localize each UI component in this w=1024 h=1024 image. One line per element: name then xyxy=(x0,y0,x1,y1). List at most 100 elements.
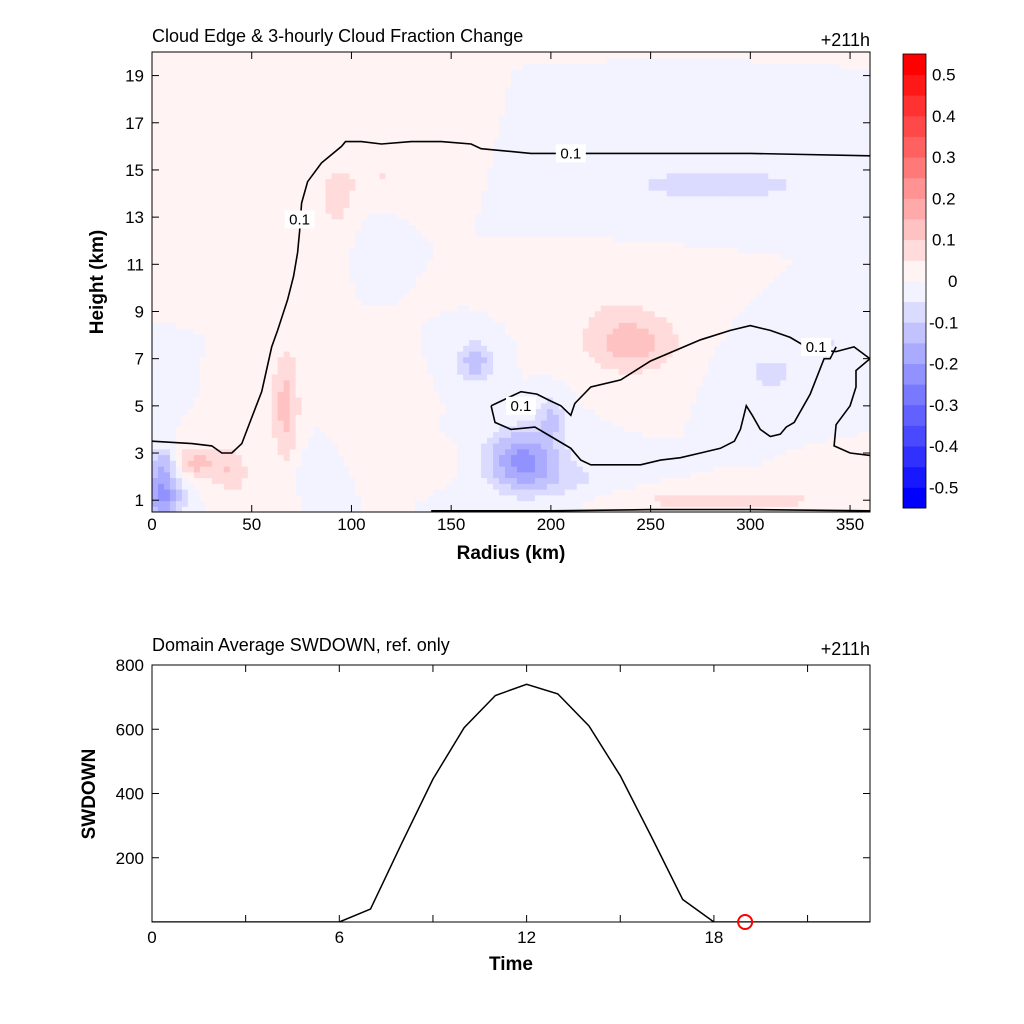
heatmap-cell xyxy=(600,454,608,461)
heatmap-cell xyxy=(630,391,638,398)
heatmap-cell xyxy=(606,500,614,507)
heatmap-cell xyxy=(337,356,345,364)
heatmap-cell xyxy=(750,293,757,300)
heatmap-cell xyxy=(487,362,494,369)
heatmap-cell xyxy=(355,328,363,335)
heatmap-cell xyxy=(696,414,704,421)
heatmap-cell xyxy=(750,351,757,358)
heatmap-cell xyxy=(810,322,817,329)
heatmap-cell xyxy=(295,316,303,323)
heatmap-cell xyxy=(247,310,255,318)
heatmap-cell xyxy=(229,397,237,404)
heatmap-cell xyxy=(558,333,566,341)
heatmap-cell xyxy=(421,322,428,329)
heatmap-cell xyxy=(816,425,823,433)
heatmap-cell xyxy=(235,310,243,318)
heatmap-cell xyxy=(391,270,398,277)
heatmap-cell xyxy=(505,420,512,427)
heatmap-cell xyxy=(534,305,542,312)
heatmap-cell xyxy=(241,287,249,295)
heatmap-cell xyxy=(367,483,374,490)
heatmap-cell xyxy=(570,328,578,335)
heatmap-cell xyxy=(582,414,590,421)
heatmap-cell xyxy=(834,408,841,415)
heatmap-cell xyxy=(540,454,548,461)
heatmap-cell xyxy=(349,333,357,341)
heatmap-cell xyxy=(672,368,680,375)
heatmap-cell xyxy=(642,316,650,323)
heatmap-cell xyxy=(301,282,309,289)
heatmap-cell xyxy=(211,322,219,329)
heatmap-cell xyxy=(199,448,207,456)
heatmap-cell xyxy=(564,431,572,438)
heatmap-cell xyxy=(229,500,237,507)
heatmap-cell xyxy=(421,270,428,277)
heatmap-cell xyxy=(373,477,380,484)
heatmap-cell xyxy=(612,489,620,496)
heatmap-cell xyxy=(750,374,757,381)
heatmap-cell xyxy=(516,437,524,444)
heatmap-cell xyxy=(594,316,602,323)
heatmap-cell xyxy=(463,431,470,438)
heatmap-cell xyxy=(391,425,398,433)
heatmap-cell xyxy=(588,489,596,496)
heatmap-cell xyxy=(169,345,177,352)
heatmap-cell xyxy=(205,374,213,381)
heatmap-cell xyxy=(564,385,572,392)
heatmap-cell xyxy=(211,379,219,387)
heatmap-cell xyxy=(642,443,650,450)
heatmap-cell xyxy=(199,454,207,461)
heatmap-cell xyxy=(576,397,584,404)
heatmap-cell xyxy=(690,276,698,283)
heatmap-cell xyxy=(217,287,225,295)
heatmap-cell xyxy=(846,443,853,450)
heatmap-cell xyxy=(325,293,333,300)
heatmap-cell xyxy=(403,368,410,375)
heatmap-cell xyxy=(546,414,554,421)
heatmap-cell xyxy=(481,420,488,427)
heatmap-cell xyxy=(313,448,321,456)
heatmap-cell xyxy=(307,489,315,496)
heatmap-cell xyxy=(445,397,452,404)
heatmap-cell xyxy=(660,374,668,381)
heatmap-cell xyxy=(564,471,572,479)
heatmap-cell xyxy=(558,437,566,444)
heatmap-cell xyxy=(331,420,339,427)
heatmap-cell xyxy=(828,397,835,404)
heatmap-cell xyxy=(493,362,500,369)
heatmap-cell xyxy=(277,270,285,277)
heatmap-cell xyxy=(762,397,769,404)
heatmap-cell xyxy=(181,460,189,467)
heatmap-cell xyxy=(289,425,297,433)
heatmap-cell xyxy=(463,333,470,341)
heatmap-cell xyxy=(487,293,494,300)
heatmap-cell xyxy=(331,443,339,450)
heatmap-cell xyxy=(163,333,171,341)
heatmap-cell xyxy=(343,276,351,283)
heatmap-cell xyxy=(439,270,446,277)
heatmap-cell xyxy=(714,385,722,392)
heatmap-cell xyxy=(229,351,237,358)
heatmap-cell xyxy=(738,328,745,335)
heatmap-cell xyxy=(516,328,524,335)
heatmap-cell xyxy=(481,437,488,444)
heatmap-cell xyxy=(361,489,368,496)
heatmap-cell xyxy=(612,339,620,346)
heatmap-cell xyxy=(744,328,751,335)
heatmap-cell xyxy=(152,368,159,375)
heatmap-cell xyxy=(660,316,668,323)
heatmap-cell xyxy=(732,345,739,352)
heatmap-cell xyxy=(552,506,560,512)
heatmap-cell xyxy=(702,276,710,283)
heatmap-cell xyxy=(271,500,279,507)
heatmap-cell xyxy=(199,408,207,415)
heatmap-cell xyxy=(576,270,584,277)
heatmap-cell xyxy=(193,483,201,490)
heatmap-cell xyxy=(295,351,303,358)
heatmap-cell xyxy=(648,402,656,410)
heatmap-cell xyxy=(187,287,195,295)
heatmap-cell xyxy=(289,431,297,438)
heatmap-cell xyxy=(534,437,542,444)
heatmap-cell xyxy=(229,431,237,438)
